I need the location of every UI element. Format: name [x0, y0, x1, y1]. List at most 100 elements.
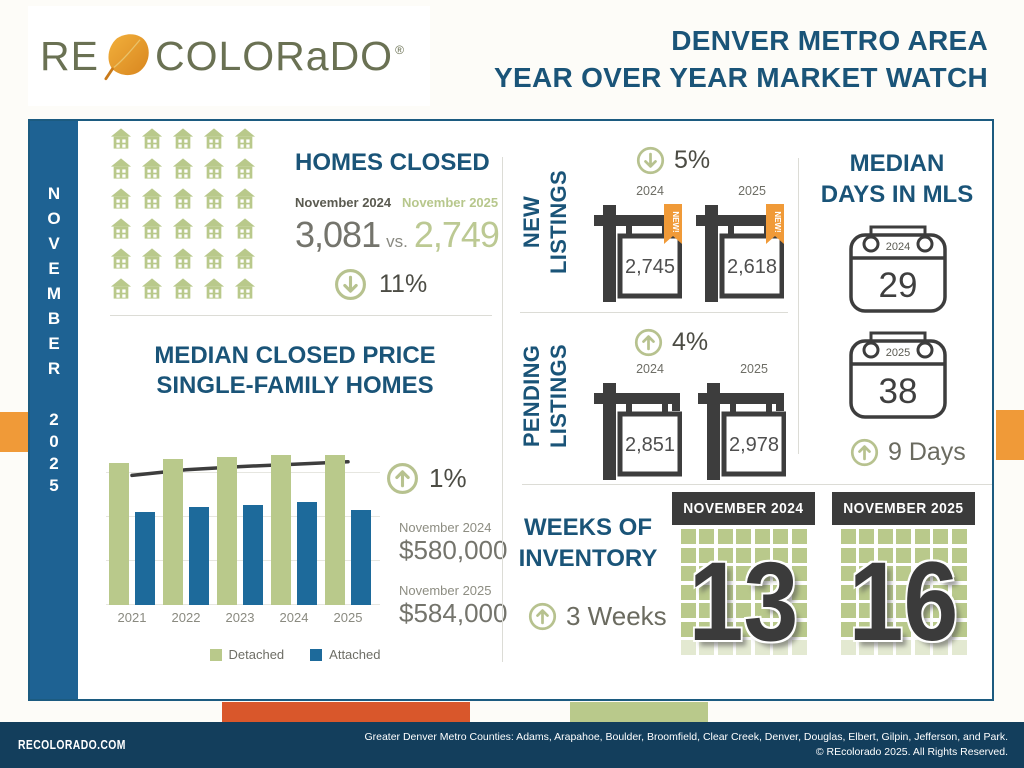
- footer-counties: Greater Denver Metro Counties: Adams, Ar…: [364, 731, 1008, 743]
- house-icon: [234, 187, 256, 210]
- yard-sign-icon: 2,978: [698, 383, 786, 480]
- inventory-grid-cell: [754, 529, 770, 544]
- inventory-grid-cell: [933, 566, 948, 581]
- house-icon: [203, 187, 225, 210]
- sidebar-letter: R: [47, 359, 61, 378]
- up-arrow-icon: [634, 328, 663, 357]
- house-icon: [110, 187, 132, 210]
- median-days-change-value: 9 Days: [888, 438, 966, 466]
- pending-listings-change-value: 4%: [672, 328, 709, 356]
- divider: [110, 315, 492, 316]
- inventory-grid-cell: [791, 640, 807, 655]
- ribbon-text: NEW!: [671, 211, 680, 232]
- inventory-header-text: NOVEMBER 2025: [843, 500, 964, 517]
- pending-listings-sign-2025: 2025 2,978: [698, 362, 786, 480]
- inventory-grid-cell: [859, 529, 874, 544]
- attached-bar-2021: [135, 512, 155, 605]
- house-icon: [203, 247, 225, 270]
- logo-colorado: COLORaDO: [154, 32, 394, 79]
- inventory-grid-cell: [914, 566, 930, 581]
- inventory-grid-cell: [877, 621, 893, 637]
- homes-closed-value-2025: 2,749: [413, 214, 500, 255]
- sign-value: 2,745: [625, 256, 675, 278]
- median-price-title: MEDIAN CLOSED PRICE SINGLE-FAMILY HOMES: [130, 341, 460, 401]
- inventory-grid-cell: [914, 547, 930, 563]
- footer-bar: RECOLORADO.COM Greater Denver Metro Coun…: [0, 722, 1024, 768]
- median-price-change-value: 1%: [429, 463, 467, 493]
- inventory-grid-cell: [951, 603, 967, 618]
- pending-listings-sign-2024: 2024 2,851: [594, 362, 682, 480]
- pending-listings-label: PENDING LISTINGS: [515, 311, 575, 481]
- inventory-grid-cell: [754, 566, 770, 581]
- aspen-leaf-icon: [101, 29, 153, 83]
- house-icon: [110, 157, 132, 180]
- inventory-grid-cell: [754, 584, 770, 600]
- x-tick-label: 2021: [117, 610, 147, 625]
- inventory-grid-cell: [933, 621, 948, 637]
- house-icon: [172, 187, 194, 210]
- inventory-grid-cell: [754, 547, 770, 563]
- inventory-header-2025: NOVEMBER 2025: [832, 492, 975, 525]
- inventory-grid-cell: [736, 547, 751, 563]
- inventory-grid-cell: [840, 547, 856, 563]
- inventory-grid-cell: [840, 529, 856, 544]
- inventory-grid-cell: [791, 621, 807, 637]
- house-icon: [172, 247, 194, 270]
- pending-listings-label-line1: PENDING: [519, 344, 544, 448]
- up-arrow-icon: [528, 602, 557, 631]
- homes-closed-change-value: 11%: [379, 270, 428, 298]
- sign-year-label: 2025: [738, 184, 766, 198]
- footer-site-url: RECOLORADO.COM: [18, 737, 126, 752]
- new-listings-change: 5%: [636, 146, 710, 175]
- weeks-inventory-title-line1: WEEKS OF: [523, 514, 652, 541]
- sidebar-letter: E: [48, 259, 60, 278]
- median-price-title-line2: SINGLE-FAMILY HOMES: [156, 372, 434, 399]
- inventory-grid-cell: [791, 566, 807, 581]
- sidebar-letter: B: [47, 309, 61, 328]
- attached-swatch: [310, 648, 323, 661]
- inventory-grid-cell: [699, 584, 714, 600]
- sign-value: 2,851: [625, 434, 675, 456]
- page-title: DENVER METRO AREA YEAR OVER YEAR MARKET …: [428, 22, 988, 96]
- inventory-grid-cell: [699, 547, 714, 563]
- registered-mark: ®: [395, 43, 405, 57]
- inventory-grid-cell: [717, 529, 733, 544]
- inventory-grid-cell: [896, 529, 911, 544]
- inventory-grid-cell: [933, 640, 948, 655]
- inventory-grid-cell: [754, 603, 770, 618]
- inventory-grid-cell: [680, 640, 696, 655]
- inventory-calendar-2024: NOVEMBER 2024 13: [672, 492, 815, 658]
- logo-box: RE COLORaDO ®: [28, 6, 430, 106]
- inventory-grid-cell: [877, 584, 893, 600]
- inventory-grid-cell: [840, 621, 856, 637]
- median-days-title: MEDIAN DAYS IN MLS: [800, 148, 994, 210]
- weeks-inventory-title-line2: INVENTORY: [518, 545, 658, 572]
- new-listings-label-line1: NEW: [519, 195, 544, 249]
- yard-sign-icon: 2,851: [594, 383, 682, 480]
- median-days-change: 9 Days: [850, 438, 966, 467]
- yard-sign-icon: NEW! 2,618: [696, 204, 784, 302]
- price-chart-xlabels: 2021 2022 2023 2024 2025: [106, 610, 380, 626]
- sidebar-letter: N: [47, 184, 61, 203]
- divider: [520, 312, 788, 313]
- inventory-grid-cell: [859, 603, 874, 618]
- inventory-grid-cell: [896, 621, 911, 637]
- house-icon: [234, 247, 256, 270]
- new-ribbon-icon: [766, 204, 784, 244]
- inventory-grid-cell: [951, 547, 967, 563]
- inventory-grid-cell: [914, 640, 930, 655]
- median-price-change: 1%: [386, 462, 467, 495]
- homes-closed-label-2025: November 2025: [402, 195, 499, 210]
- homes-icon-grid: [110, 127, 256, 300]
- house-icon: [203, 127, 225, 150]
- inventory-grid-cell: [933, 547, 948, 563]
- inventory-grid-cell: [951, 640, 967, 655]
- house-icon: [141, 127, 163, 150]
- detached-bar-2021: [109, 462, 129, 605]
- inventory-grid-cell: [951, 584, 967, 600]
- homes-closed-value-2024: 3,081: [295, 214, 381, 255]
- inventory-grid: [832, 529, 975, 655]
- house-icon: [141, 187, 163, 210]
- calendar-icon: 2025 38: [849, 331, 947, 419]
